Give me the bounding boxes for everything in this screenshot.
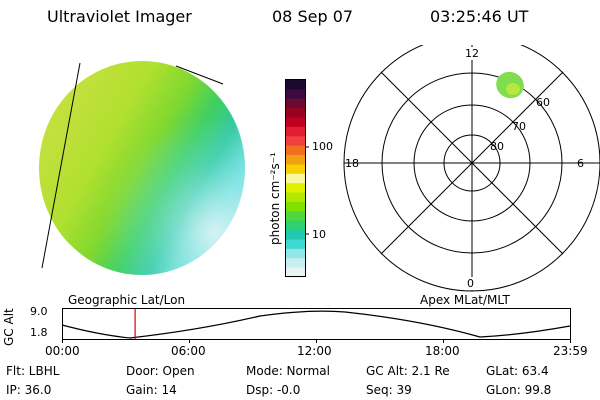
colorbar: [285, 79, 309, 278]
colorbar-swatch: [286, 126, 305, 137]
info-door: Door: Open: [126, 364, 195, 378]
colorbar-tick-100: 100: [312, 140, 333, 153]
altitude-xtick-4: 23:59: [553, 344, 588, 358]
lat-label-70: 70: [512, 120, 526, 133]
polar-label-right: 6: [577, 157, 584, 170]
altitude-right-title: Apex MLat/MLT: [420, 293, 510, 307]
colorbar-swatch: [286, 155, 305, 166]
info-gain: Gain: 14: [126, 383, 177, 397]
colorbar-swatch: [286, 98, 305, 109]
altitude-xtick-2: 12:00: [297, 344, 332, 358]
colorbar-swatch: [286, 192, 305, 203]
altitude-curve: [61, 310, 571, 339]
altitude-xtick-1: 06:00: [171, 344, 206, 358]
polar-plot: [343, 45, 600, 292]
polar-label-left: 18: [345, 157, 359, 170]
lat-label-60: 60: [536, 96, 550, 109]
time-label: 03:25:46 UT: [430, 7, 529, 26]
colorbar-swatch: [286, 80, 305, 90]
colorbar-swatch: [286, 136, 305, 147]
earth-disk: [39, 61, 245, 275]
colorbar-swatch: [286, 258, 305, 269]
colorbar-swatch: [286, 108, 305, 119]
altitude-ytick-high: 9.0: [30, 305, 48, 318]
colorbar-swatch: [286, 183, 305, 194]
colorbar-swatch: [286, 211, 305, 222]
info-ip: IP: 36.0: [6, 383, 52, 397]
colorbar-swatch: [286, 220, 305, 231]
colorbar-swatch: [286, 117, 305, 128]
colorbar-swatch: [286, 230, 305, 241]
info-filter: Flt: LBHL: [6, 364, 60, 378]
info-gc-alt: GC Alt: 2.1 Re: [366, 364, 450, 378]
altitude-left-title: Geographic Lat/Lon: [68, 293, 186, 307]
altitude-xtick-0: 00:00: [45, 344, 80, 358]
info-glat: GLat: 63.4: [486, 364, 549, 378]
colorbar-swatch: [286, 173, 305, 184]
colorbar-swatch: [286, 89, 305, 100]
colorbar-swatch: [286, 239, 305, 250]
colorbar-swatch: [286, 145, 305, 156]
auroral-patch: [496, 71, 524, 99]
colorbar-swatch: [286, 201, 305, 212]
colorbar-swatch: [286, 248, 305, 259]
instrument-title: Ultraviolet Imager: [47, 7, 192, 26]
polar-label-bottom: 0: [467, 277, 474, 290]
limb-line: [175, 65, 224, 85]
colorbar-tick-10: 10: [312, 228, 326, 241]
altitude-xtick-marks: [62, 339, 571, 343]
info-mode: Mode: Normal: [246, 364, 330, 378]
lat-label-80: 80: [490, 140, 504, 153]
terminator-line: [41, 62, 81, 269]
colorbar-swatch: [286, 267, 305, 278]
polar-label-top: 12: [465, 47, 479, 60]
date-label: 08 Sep 07: [272, 7, 354, 26]
altitude-ytick-low: 1.8: [30, 326, 48, 339]
info-dsp: Dsp: -0.0: [246, 383, 301, 397]
info-seq: Seq: 39: [366, 383, 412, 397]
info-glon: GLon: 99.8: [486, 383, 552, 397]
colorbar-swatch: [286, 164, 305, 175]
altitude-xtick-3: 18:00: [425, 344, 460, 358]
